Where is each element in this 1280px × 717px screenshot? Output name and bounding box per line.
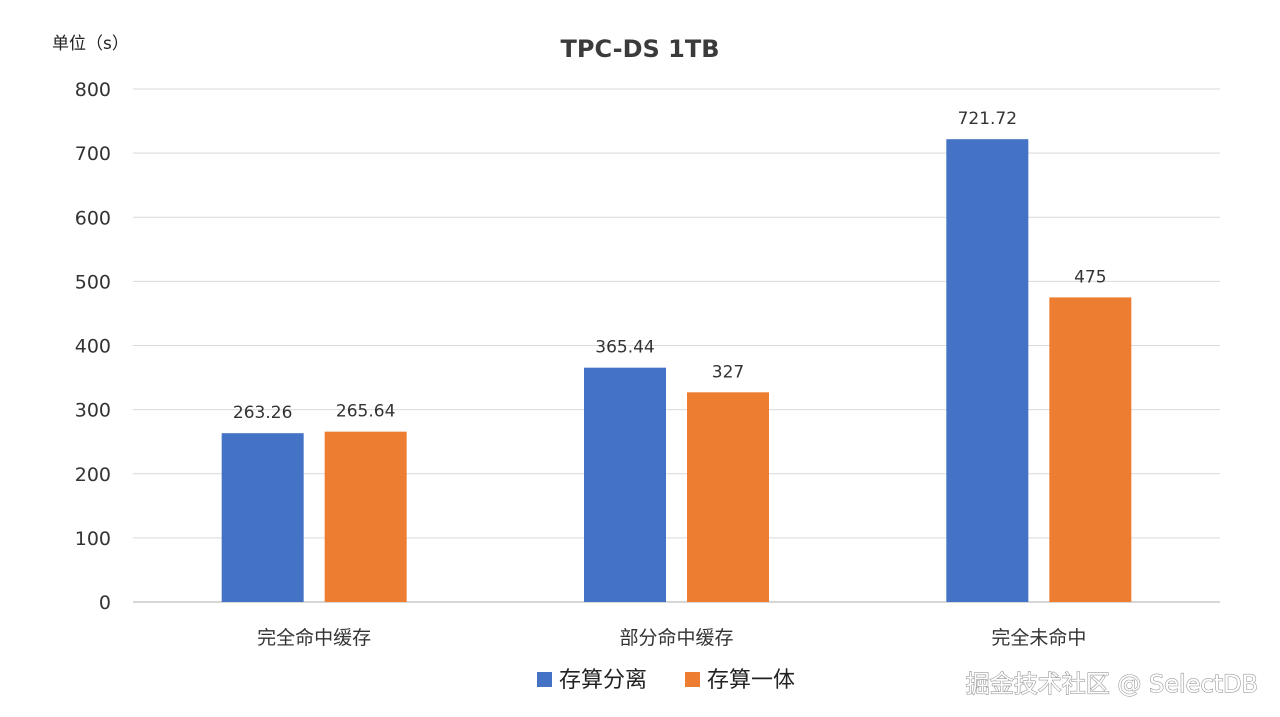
legend-label: 存算分离 <box>559 668 647 693</box>
chart-title: TPC-DS 1TB <box>560 35 719 63</box>
bar <box>584 367 666 602</box>
data-label: 721.72 <box>958 109 1017 129</box>
legend-swatch <box>537 672 552 687</box>
bars <box>221 139 1132 602</box>
category-label: 完全未命中 <box>991 627 1086 649</box>
y-tick-label: 200 <box>75 464 111 486</box>
bar <box>687 392 769 602</box>
data-labels: 263.26 265.64 365.44 327 721.72 475 <box>233 109 1107 423</box>
unit-label: 单位（s） <box>52 34 129 54</box>
data-label: 327 <box>712 362 744 382</box>
data-label: 265.64 <box>336 402 395 422</box>
y-tick-label: 800 <box>75 79 111 101</box>
y-tick-label: 100 <box>75 528 111 550</box>
legend: 存算分离 存算一体 <box>537 668 795 693</box>
x-axis-categories: 完全命中缓存 部分命中缓存 完全未命中 <box>257 627 1086 649</box>
data-label: 475 <box>1074 267 1106 287</box>
y-tick-label: 500 <box>75 271 111 293</box>
category-label: 完全命中缓存 <box>257 627 371 649</box>
y-tick-label: 300 <box>75 400 111 422</box>
y-tick-label: 400 <box>75 336 111 358</box>
legend-swatch <box>685 672 700 687</box>
bar <box>1049 297 1132 602</box>
bar <box>324 431 407 602</box>
bar <box>946 139 1029 602</box>
data-label: 365.44 <box>595 338 654 358</box>
legend-label: 存算一体 <box>707 668 795 693</box>
watermark: 掘金技术社区 @ SelectDB <box>966 670 1258 698</box>
bar <box>221 433 304 602</box>
gridlines <box>133 88 1220 603</box>
y-tick-label: 0 <box>99 592 111 614</box>
y-tick-label: 600 <box>75 207 111 229</box>
data-label: 263.26 <box>233 403 292 423</box>
category-label: 部分命中缓存 <box>619 627 733 649</box>
y-tick-label: 700 <box>75 143 111 165</box>
y-axis-ticks: 0 100 200 300 400 500 600 700 800 <box>75 79 111 614</box>
